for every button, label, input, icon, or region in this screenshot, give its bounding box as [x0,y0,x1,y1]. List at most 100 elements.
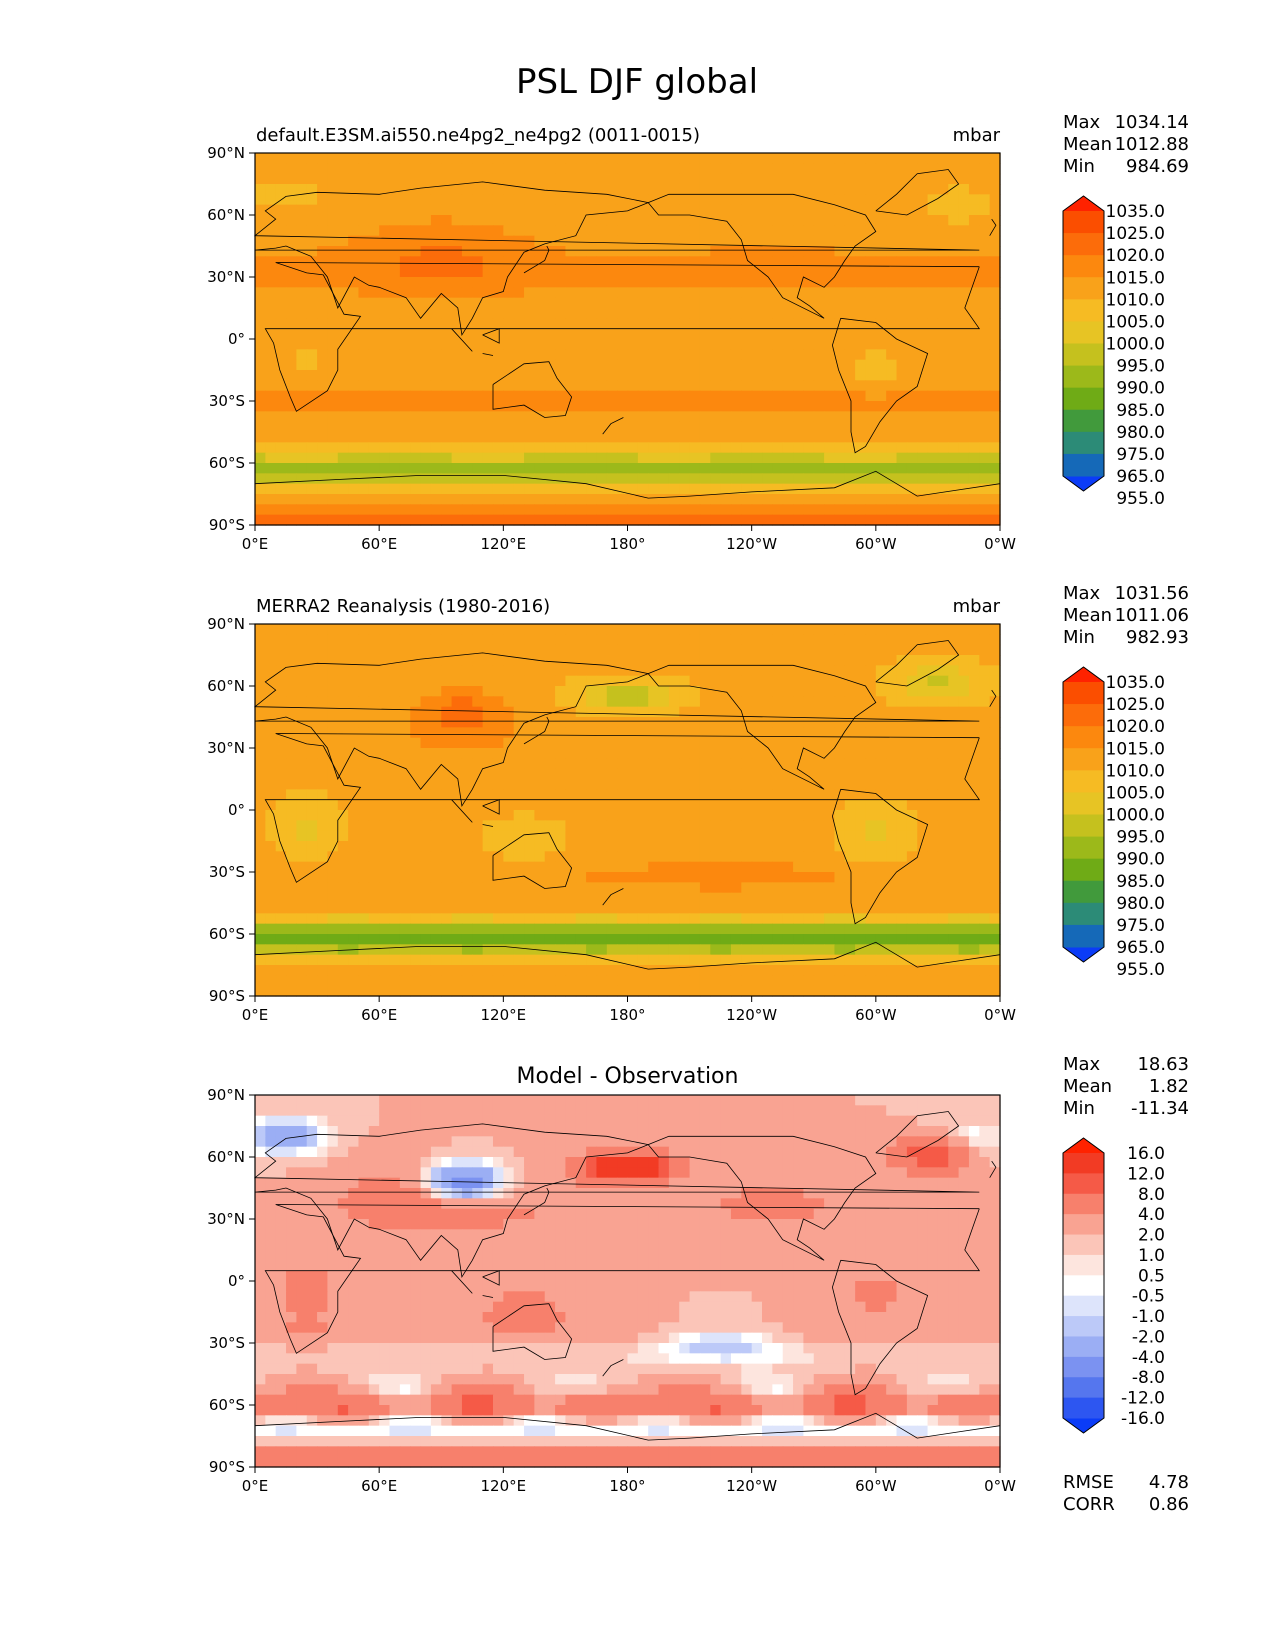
map-cell [886,246,898,257]
map-cell [762,349,773,361]
map-cell [730,913,742,925]
map-cell [979,820,991,832]
map-cell [699,494,711,505]
map-cell [544,717,556,728]
map-cell [855,297,867,309]
map-cell [327,432,339,443]
map-cell [937,706,949,718]
map-cell [596,820,608,832]
map-cell [617,411,629,423]
map-cell [958,215,970,226]
map-cell [875,328,887,340]
map-cell [658,380,670,392]
map-cell [596,328,608,340]
map-cell [265,768,277,780]
map-cell [710,686,722,697]
map-cell [586,934,598,945]
map-cell [586,696,598,708]
map-cell [772,401,784,412]
map-cell [865,861,877,873]
map-cell [989,287,1001,299]
map-cell [503,153,515,164]
map-cell [658,442,670,454]
map-cell [358,349,370,361]
map-cell [544,401,556,412]
map-cell [617,841,629,852]
map-cell [575,463,587,474]
map-cell [255,748,266,759]
map-cell [710,463,722,474]
map-cell [472,328,484,340]
map-cell [917,624,929,635]
map-cell [575,892,587,904]
map-cell [327,841,339,852]
map-cell [275,861,287,873]
map-cell [482,194,494,206]
map-cell [720,655,732,666]
map-cell [855,266,867,278]
map-cell [606,624,618,635]
map-cell [275,768,287,780]
map-cell [679,452,691,464]
map-cell [979,841,991,852]
map-cell [555,696,567,708]
map-cell [492,442,504,454]
map-cell [430,297,442,309]
map-cell [989,380,1001,392]
map-cell [524,483,535,495]
map-cell [492,768,504,780]
map-cell [451,514,463,526]
map-cell [668,266,680,278]
map-cell [389,727,401,739]
map-cell [348,820,360,832]
map-cell [689,758,701,770]
map-cell [317,903,329,914]
map-cell [658,799,670,811]
map-cell [648,297,660,309]
map-cell [348,644,360,656]
map-cell [689,934,701,945]
map-cell [275,810,287,821]
map-cell [968,675,980,687]
map-cell [813,665,825,677]
map-cell [306,432,318,443]
map-cell [575,923,587,935]
map-cell [855,768,867,780]
map-cell [420,872,432,883]
map-cell [368,225,380,237]
map-cell [534,225,546,237]
map-cell [668,634,680,646]
map-cell [317,266,329,278]
map-cell [906,768,918,780]
map-cell [472,194,484,206]
map-cell [886,483,898,495]
map-cell [524,686,535,697]
map-cell [937,634,949,646]
map-cell [430,370,442,381]
map-cell [668,401,680,412]
map-cell [886,675,898,687]
map-cell [803,163,815,175]
map-cell [979,624,991,635]
map-cell [948,748,960,759]
map-cell [492,339,504,350]
map-cell [730,882,742,894]
map-cell [451,903,463,914]
map-cell [317,308,329,319]
map-cell [844,768,856,780]
map-cell [337,401,349,412]
map-cell [441,463,453,474]
map-cell [824,370,836,381]
map-cell [399,655,411,666]
map-cell [844,504,856,516]
map-cell [927,277,939,288]
lon-tick-label: 120°W [726,535,777,553]
map-cell [399,473,411,485]
map-cell [917,820,929,832]
map-cell [482,892,494,904]
map-cell [317,954,329,966]
map-cell [586,706,598,718]
map-cell [948,686,960,697]
map-cell [896,318,908,330]
map-cell [793,225,805,237]
